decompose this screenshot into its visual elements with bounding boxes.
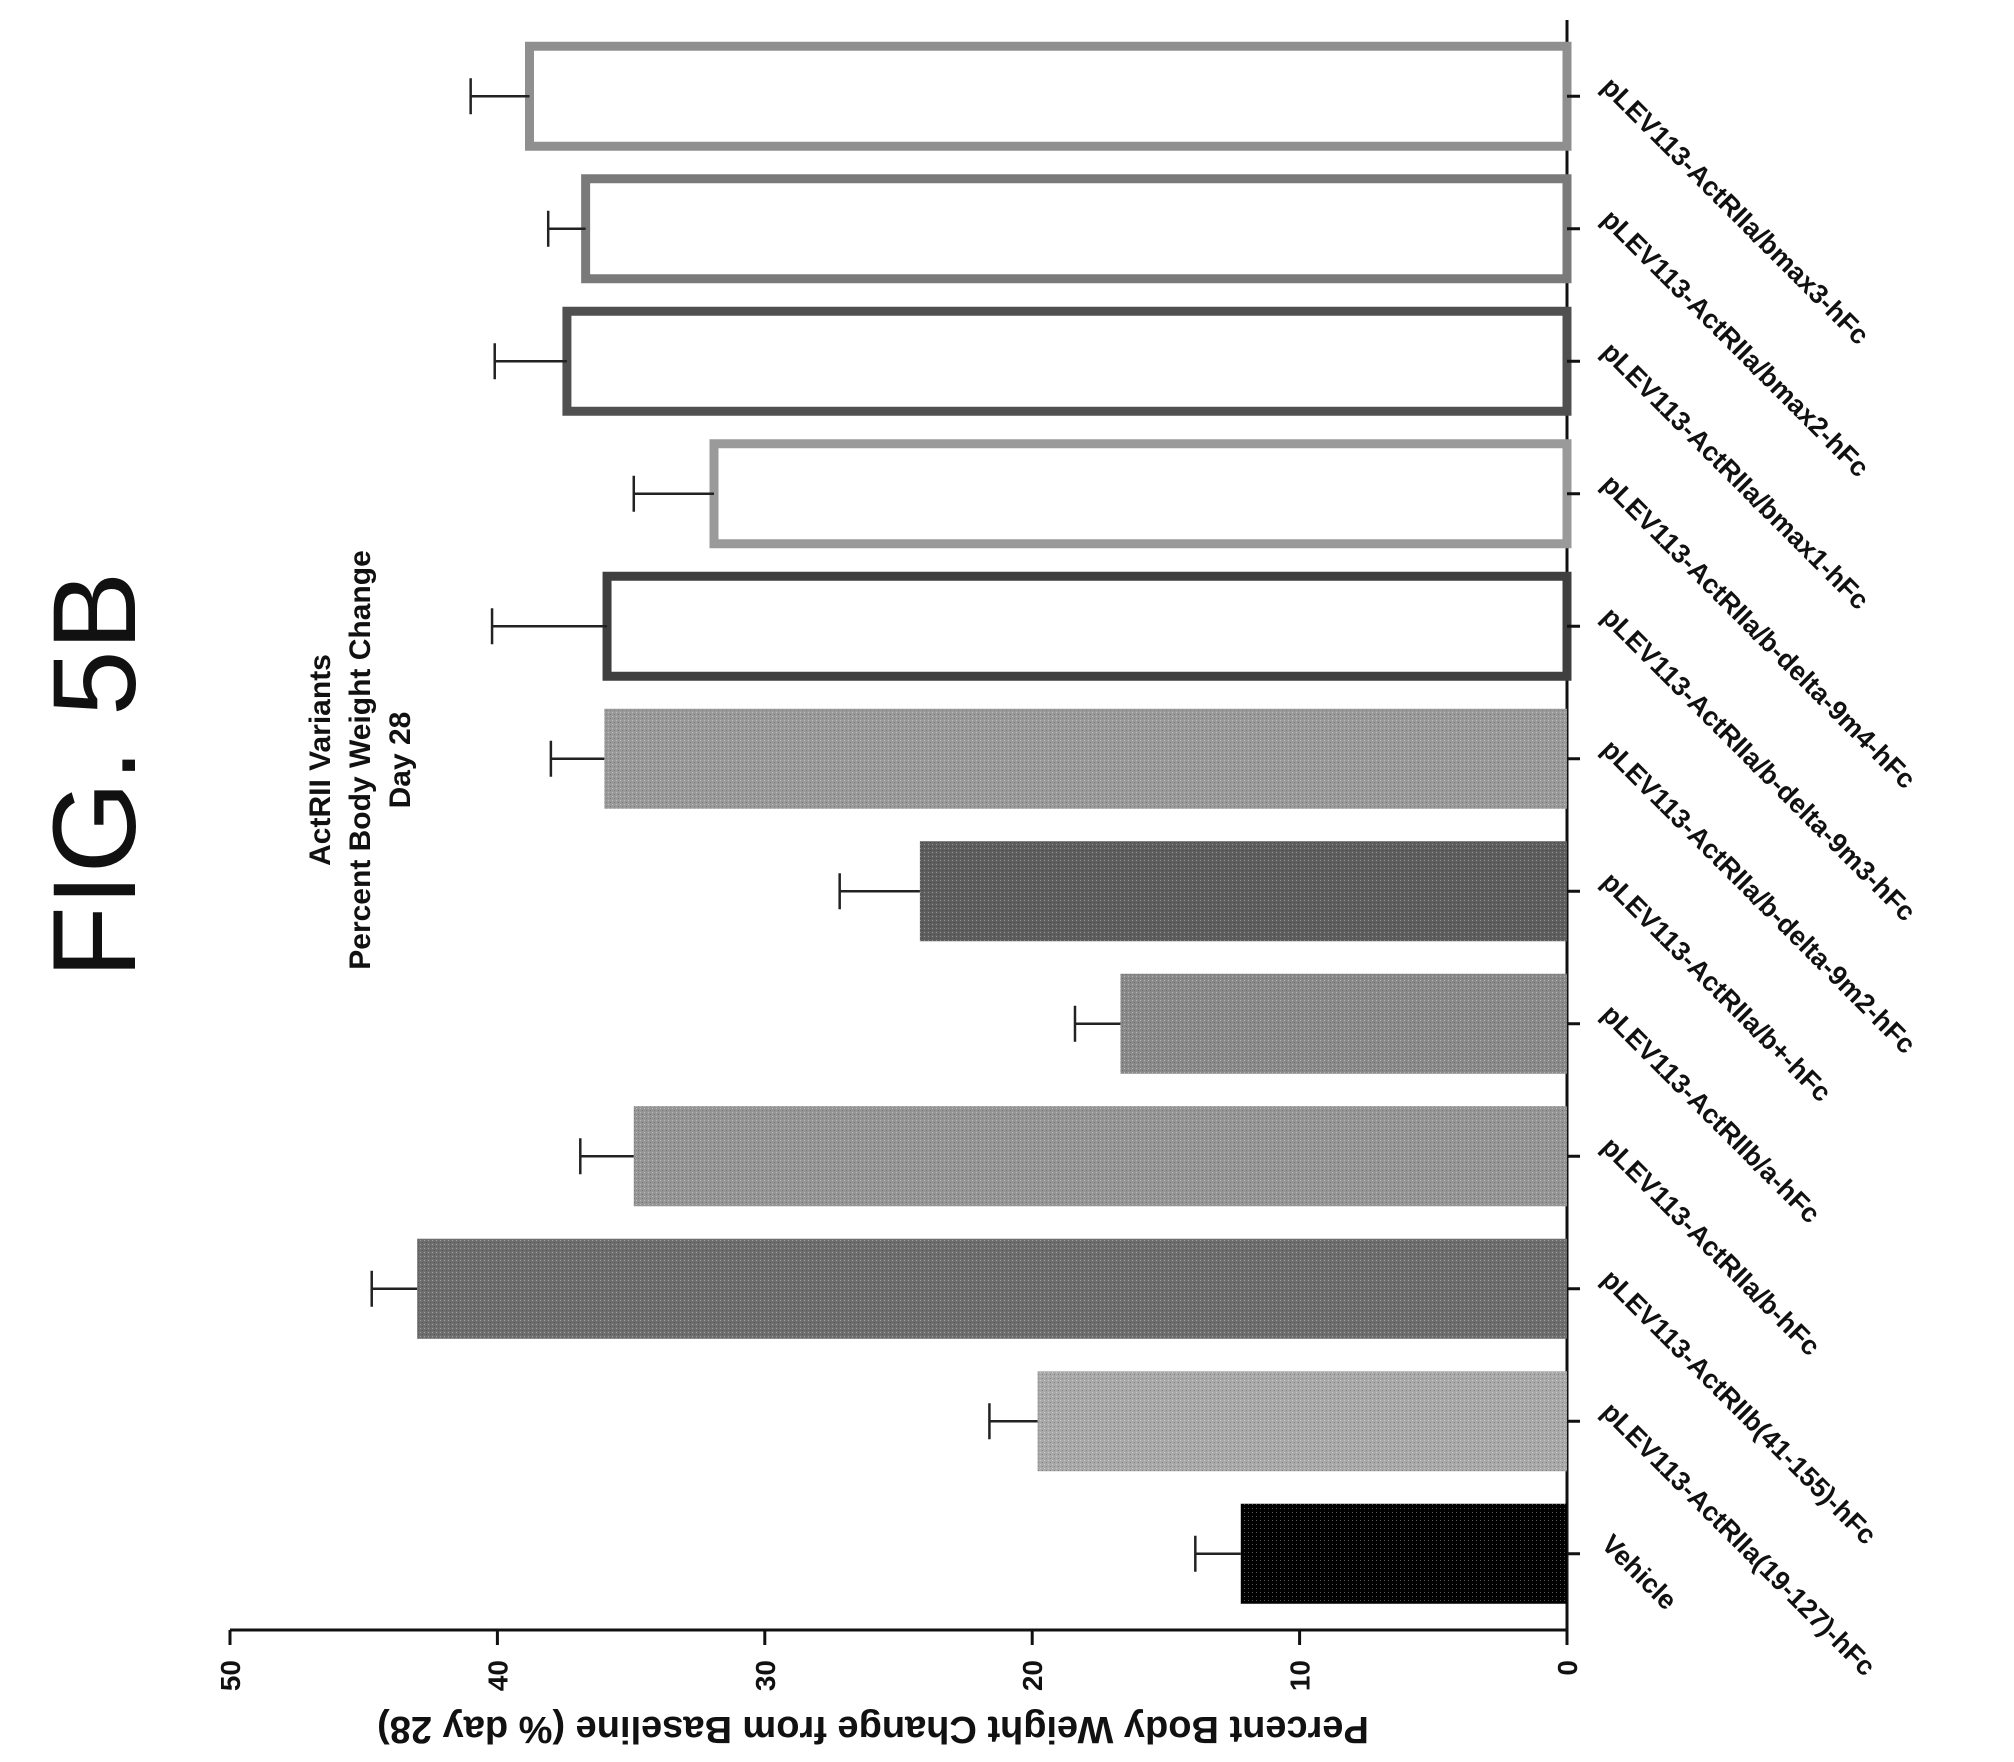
bar-texture bbox=[1240, 1503, 1567, 1604]
category-label: pLEV113-ActRIIa/b-hFc bbox=[1596, 1131, 1826, 1361]
bar-texture bbox=[1037, 1371, 1567, 1472]
figure-label: FIG. 5B bbox=[29, 572, 161, 979]
value-tick-label: 50 bbox=[215, 1660, 246, 1691]
category-label: pLEV113-ActRIIb/a-hFc bbox=[1596, 999, 1826, 1229]
bar-series bbox=[370, 41, 1572, 1604]
bar bbox=[562, 306, 1572, 416]
value-tick-label: 20 bbox=[1017, 1660, 1048, 1691]
category-labels: VehiclepLEV113-ActRIIa(19-127)-hFcpLEV11… bbox=[1567, 71, 1921, 1682]
bar-texture bbox=[919, 841, 1567, 942]
bar bbox=[709, 439, 1572, 549]
chart-subtitle: Percent Body Weight Change bbox=[344, 550, 377, 970]
value-tick-label: 40 bbox=[482, 1660, 513, 1691]
category-label: pLEV113-ActRIIa/bmax1-hFc bbox=[1596, 336, 1875, 615]
bar-texture bbox=[604, 708, 1567, 809]
bar-texture bbox=[633, 1106, 1567, 1207]
chart-subtitle-day: Day 28 bbox=[384, 712, 417, 809]
bar bbox=[602, 571, 1572, 681]
chart-title: ActRII Variants bbox=[304, 654, 337, 866]
category-label: pLEV113-ActRIIa/b+-hFc bbox=[1596, 866, 1837, 1107]
bar-texture bbox=[417, 1238, 1568, 1339]
bar-texture bbox=[1120, 973, 1567, 1074]
category-label: pLEV113-ActRIIa(19-127)-hFc bbox=[1596, 1396, 1881, 1681]
bar bbox=[581, 174, 1572, 284]
value-axis-title: Percent Body Weight Change from Baseline… bbox=[377, 1708, 1369, 1750]
category-label: Vehicle bbox=[1596, 1529, 1683, 1616]
bar bbox=[524, 41, 1572, 151]
value-tick-label: 0 bbox=[1552, 1660, 1583, 1676]
category-label: pLEV113-ActRIIa/bmax3-hFc bbox=[1596, 71, 1875, 350]
value-tick-label: 10 bbox=[1285, 1660, 1316, 1691]
category-label: pLEV113-ActRIIb(41-155)-hFc bbox=[1596, 1264, 1882, 1550]
value-axis-ticks: 0 10 20 30 40 50 bbox=[215, 1630, 1583, 1691]
value-tick-label: 30 bbox=[750, 1660, 781, 1691]
category-label: pLEV113-ActRIIa/bmax2-hFc bbox=[1596, 204, 1875, 483]
